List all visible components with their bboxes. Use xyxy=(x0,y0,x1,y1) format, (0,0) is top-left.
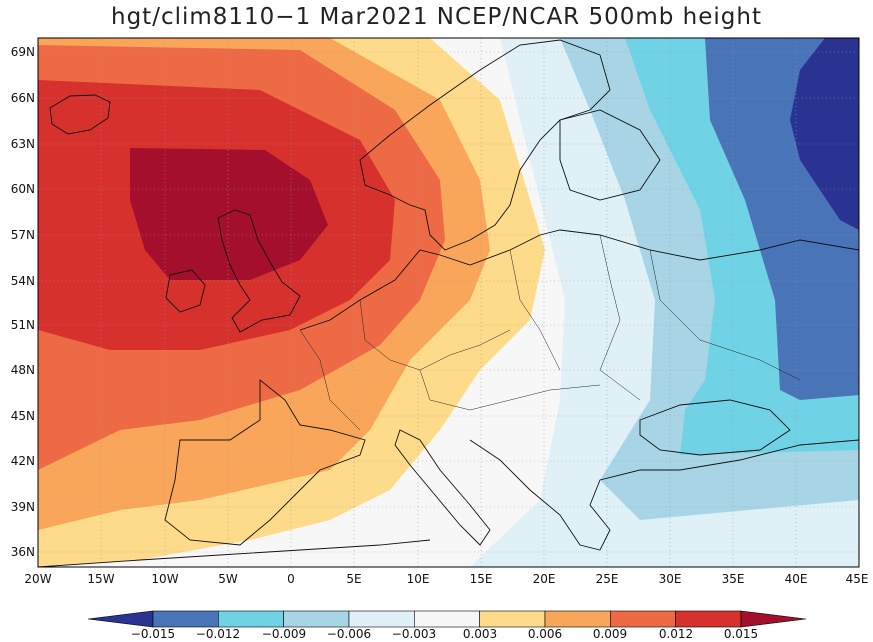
band-pos-0015 xyxy=(130,148,328,280)
lon-label: 30E xyxy=(659,572,682,586)
lon-label: 0 xyxy=(287,572,295,586)
longitude-axis: 20W 15W 10W 5W 0 5E 10E 15E 20E 25E 30E … xyxy=(24,572,868,586)
coast-africa xyxy=(38,539,431,567)
colorbar-tick-label: 0.006 xyxy=(528,627,562,641)
colorbar-tick-label: −0.015 xyxy=(131,627,175,641)
lat-label: 48N xyxy=(11,363,35,377)
colorbar-swatches xyxy=(87,610,807,628)
colorbar-swatch xyxy=(152,610,219,628)
map-title: hgt/clim8110−1 Mar2021 NCEP/NCAR 500mb h… xyxy=(111,4,762,30)
colorbar-swatch xyxy=(348,610,415,628)
colorbar-tick-label: 0.012 xyxy=(659,627,693,641)
coast-black-sea xyxy=(639,399,791,456)
map-frame xyxy=(37,37,860,568)
coast-balkans-greece xyxy=(469,439,859,551)
lon-label: 5E xyxy=(346,572,361,586)
lat-label: 45N xyxy=(11,409,35,423)
coast-ireland xyxy=(165,269,206,313)
lat-label: 69N xyxy=(11,45,35,59)
colorbar-tick-label: −0.009 xyxy=(262,627,306,641)
lon-label: 15E xyxy=(470,572,493,586)
colorbar-tick-label: 0.003 xyxy=(463,627,497,641)
colorbar-swatch xyxy=(544,610,611,628)
colorbar-swatch xyxy=(414,610,480,628)
colorbar-swatch xyxy=(675,610,742,628)
lat-label: 39N xyxy=(11,500,35,514)
colorbar-tick-label: −0.012 xyxy=(196,627,240,641)
colorbar-swatch xyxy=(740,610,807,628)
colorbar-swatch xyxy=(479,610,546,628)
lon-label: 15W xyxy=(87,572,114,586)
lon-label: 20W xyxy=(24,572,51,586)
colorbar-tick-label: 0.009 xyxy=(593,627,627,641)
coastlines xyxy=(38,39,859,567)
graticule xyxy=(38,38,859,567)
lat-label: 42N xyxy=(11,454,35,468)
coast-great-britain xyxy=(217,209,301,333)
colorbar-tick-label: −0.003 xyxy=(392,627,436,641)
lat-label: 63N xyxy=(11,137,35,151)
latitude-axis: 69N 66N 63N 60N 57N 54N 51N 48N 45N 42N … xyxy=(11,45,35,559)
colorbar-swatch xyxy=(610,610,676,628)
lon-label: 20E xyxy=(533,572,556,586)
coast-finland-baltic xyxy=(559,109,661,201)
coast-italy xyxy=(394,429,491,546)
lon-label: 25E xyxy=(596,572,619,586)
band-neg-0015 xyxy=(790,38,859,230)
lat-label: 57N xyxy=(11,228,35,242)
lon-label: 10E xyxy=(407,572,430,586)
lat-label: 36N xyxy=(11,545,35,559)
lon-label: 5W xyxy=(218,572,238,586)
borders xyxy=(299,234,801,431)
lon-label: 35E xyxy=(722,572,745,586)
coast-continent xyxy=(299,229,859,331)
colorbar-swatch xyxy=(283,610,350,628)
colorbar-tick-label: −0.006 xyxy=(327,627,371,641)
lon-label: 45E xyxy=(846,572,869,586)
contour-field xyxy=(38,38,859,567)
colorbar-swatch xyxy=(218,610,284,628)
colorbar: −0.015 −0.012 −0.009 −0.006 −0.003 0.003… xyxy=(87,610,807,641)
colorbar-swatch xyxy=(87,610,154,628)
lon-label: 40E xyxy=(785,572,808,586)
lon-label: 10W xyxy=(151,572,178,586)
coast-scandinavia xyxy=(359,39,611,251)
lat-label: 54N xyxy=(11,274,35,288)
colorbar-tick-label: 0.015 xyxy=(724,627,758,641)
lat-label: 60N xyxy=(11,182,35,196)
lat-label: 66N xyxy=(11,91,35,105)
colorbar-ticks: −0.015 −0.012 −0.009 −0.006 −0.003 0.003… xyxy=(131,627,758,641)
lat-label: 51N xyxy=(11,318,35,332)
coast-iceland xyxy=(49,94,111,135)
coast-iberia xyxy=(164,379,366,546)
